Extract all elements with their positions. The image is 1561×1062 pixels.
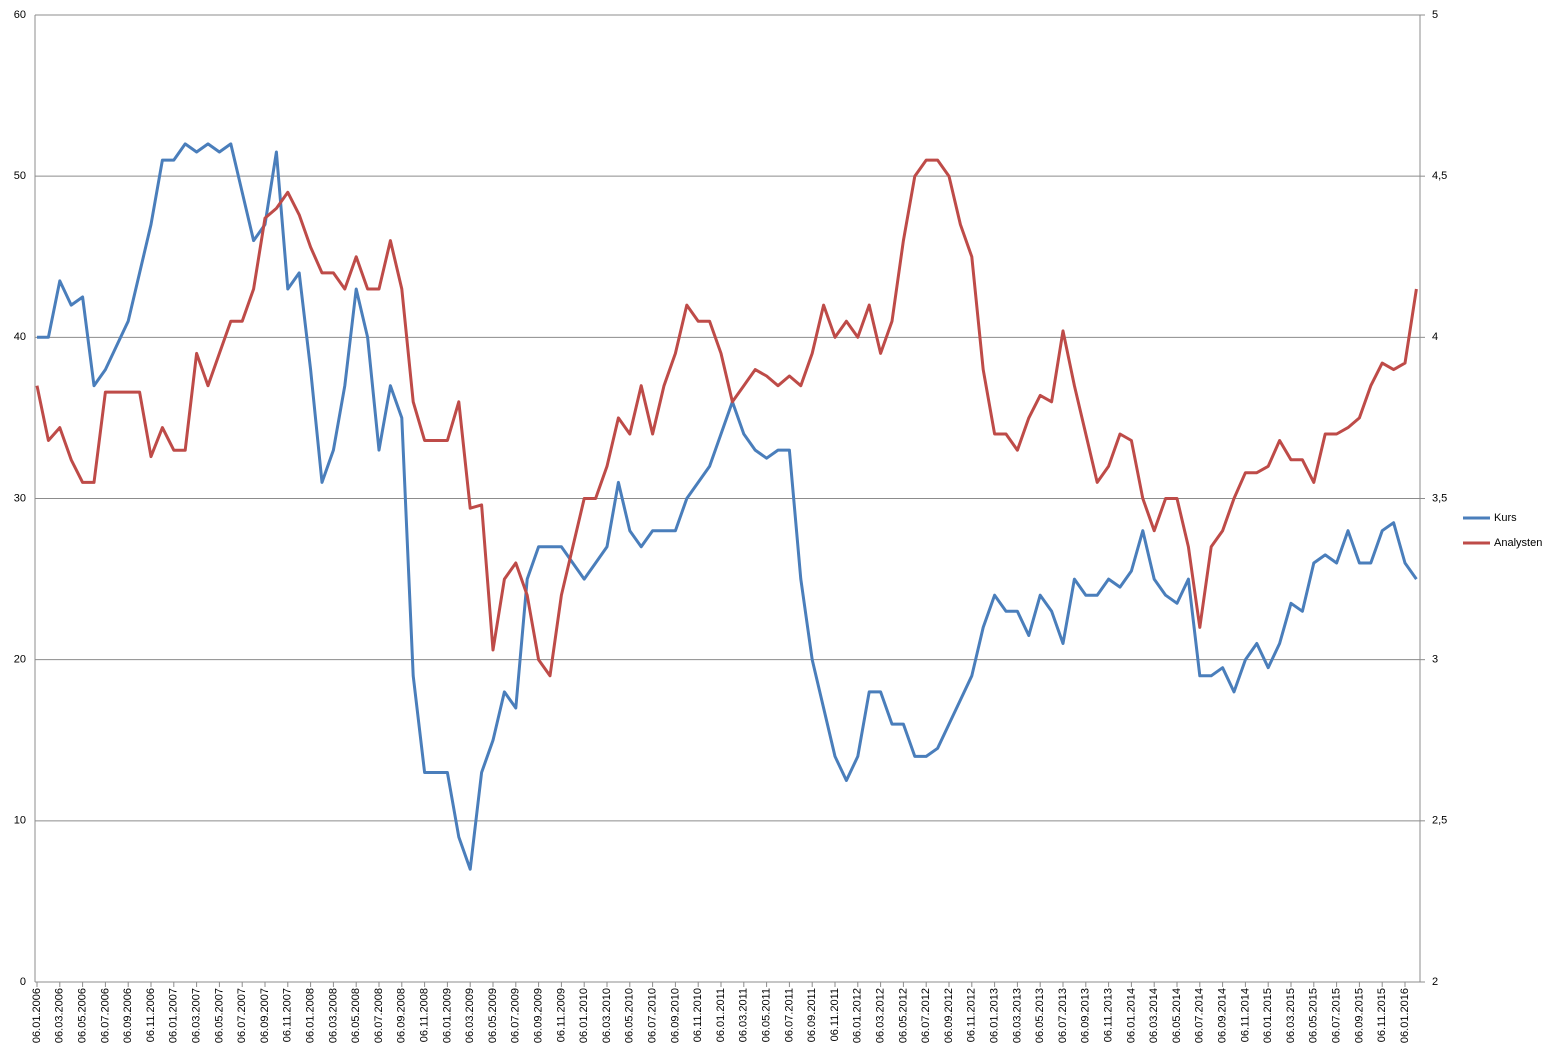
y-tick-label: 50: [14, 170, 26, 182]
x-tick-label: 06.01.2012: [852, 988, 864, 1043]
x-tick-label: 06.09.2007: [259, 988, 271, 1043]
x-tick-label: 06.07.2014: [1194, 988, 1206, 1043]
y2-tick-label: 4: [1432, 331, 1438, 343]
y2-tick-label: 2,5: [1432, 815, 1447, 827]
x-tick-label: 06.09.2008: [396, 988, 408, 1043]
x-tick-label: 06.07.2013: [1057, 988, 1069, 1043]
x-tick-label: 06.11.2007: [282, 988, 294, 1042]
x-tick-label: 06.05.2010: [624, 988, 636, 1043]
x-tick-label: 06.05.2007: [213, 988, 225, 1043]
x-tick-label: 06.09.2015: [1353, 988, 1365, 1043]
x-tick-label: 06.11.2014: [1239, 988, 1251, 1042]
x-tick-label: 06.01.2015: [1262, 988, 1274, 1043]
series-line: [35, 158, 1418, 678]
x-tick-label: 06.11.2006: [145, 988, 157, 1042]
y-tick-label: 20: [14, 654, 26, 666]
x-tick-label: 06.05.2015: [1308, 988, 1320, 1043]
y2-tick-label: 3,5: [1432, 492, 1447, 504]
x-tick-label: 06.09.2011: [806, 988, 818, 1042]
y-tick-label: 40: [14, 331, 26, 343]
x-tick-label: 06.07.2012: [920, 988, 932, 1043]
x-tick-label: 06.01.2011: [715, 988, 727, 1042]
x-tick-label: 06.07.2007: [236, 988, 248, 1043]
x-tick-label: 06.09.2006: [122, 988, 134, 1043]
x-tick-label: 06.09.2010: [669, 988, 681, 1043]
legend-label: Analysten: [1494, 537, 1542, 549]
x-tick-label: 06.11.2015: [1376, 988, 1388, 1042]
x-tick-label: 06.03.2006: [54, 988, 66, 1043]
x-tick-label: 06.05.2009: [487, 988, 499, 1043]
x-tick-label: 06.01.2013: [989, 988, 1001, 1043]
x-tick-label: 06.11.2011: [829, 988, 841, 1041]
x-tick-label: 06.03.2009: [464, 988, 476, 1043]
y-tick-label: 0: [20, 976, 26, 988]
x-tick-label: 06.07.2006: [99, 988, 111, 1043]
x-tick-label: 06.03.2007: [191, 988, 203, 1043]
x-tick-label: 06.01.2014: [1125, 988, 1137, 1043]
x-tick-label: 06.05.2006: [77, 988, 89, 1043]
x-tick-label: 06.11.2012: [966, 988, 978, 1042]
x-tick-label: 06.07.2011: [783, 988, 795, 1042]
y-tick-label: 10: [14, 815, 26, 827]
x-tick-label: 06.07.2015: [1331, 988, 1343, 1043]
x-tick-label: 06.09.2009: [533, 988, 545, 1043]
y2-tick-label: 2: [1432, 976, 1438, 988]
y2-tick-label: 3: [1432, 654, 1438, 666]
x-tick-label: 06.01.2009: [441, 988, 453, 1043]
y-tick-label: 60: [14, 9, 26, 21]
x-tick-label: 06.03.2015: [1285, 988, 1297, 1043]
x-tick-label: 06.09.2012: [943, 988, 955, 1043]
x-tick-label: 06.05.2011: [761, 988, 773, 1042]
x-tick-label: 06.11.2013: [1103, 988, 1115, 1042]
x-tick-label: 06.03.2013: [1011, 988, 1023, 1043]
y2-tick-label: 5: [1432, 9, 1438, 21]
x-tick-label: 06.11.2010: [692, 988, 704, 1042]
series-line: [37, 142, 1418, 871]
x-tick-label: 06.05.2013: [1034, 988, 1046, 1043]
x-tick-label: 06.05.2008: [350, 988, 362, 1043]
x-tick-label: 06.01.2010: [578, 988, 590, 1043]
x-tick-label: 06.11.2008: [419, 988, 431, 1042]
x-tick-label: 06.03.2010: [601, 988, 613, 1043]
x-tick-label: 06.01.2006: [31, 988, 43, 1043]
x-tick-label: 06.07.2008: [373, 988, 385, 1043]
x-tick-label: 06.09.2014: [1217, 988, 1229, 1043]
x-tick-label: 06.03.2011: [738, 988, 750, 1042]
x-tick-label: 06.03.2014: [1148, 988, 1160, 1043]
x-tick-label: 06.07.2010: [647, 988, 659, 1043]
x-tick-label: 06.01.2008: [305, 988, 317, 1043]
x-tick-label: 06.05.2014: [1171, 988, 1183, 1043]
x-tick-label: 06.05.2012: [897, 988, 909, 1043]
legend-label: Kurs: [1494, 512, 1517, 524]
x-tick-label: 06.01.2007: [168, 988, 180, 1043]
x-tick-label: 06.09.2013: [1080, 988, 1092, 1043]
x-tick-label: 06.03.2008: [327, 988, 339, 1043]
y2-tick-label: 4,5: [1432, 170, 1447, 182]
x-tick-label: 06.03.2012: [875, 988, 887, 1043]
x-tick-label: 06.11.2009: [555, 988, 567, 1042]
x-tick-label: 06.07.2009: [510, 988, 522, 1043]
x-tick-label: 06.01.2016: [1399, 988, 1411, 1043]
y-tick-label: 30: [14, 492, 26, 504]
